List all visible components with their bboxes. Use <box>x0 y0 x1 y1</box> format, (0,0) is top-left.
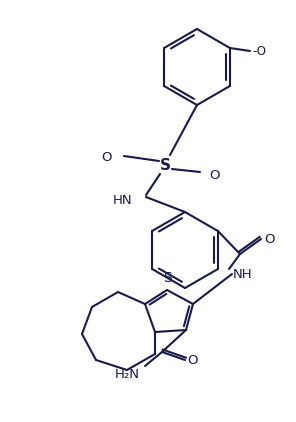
Text: O: O <box>187 354 197 366</box>
Text: -O: -O <box>252 44 266 57</box>
Text: HN: HN <box>112 194 132 206</box>
Text: H₂N: H₂N <box>115 368 140 381</box>
Text: S: S <box>163 271 171 285</box>
Text: O: O <box>102 151 112 163</box>
Text: S: S <box>160 157 170 173</box>
Text: NH: NH <box>233 268 252 281</box>
Text: O: O <box>264 233 274 246</box>
Text: O: O <box>209 168 220 181</box>
